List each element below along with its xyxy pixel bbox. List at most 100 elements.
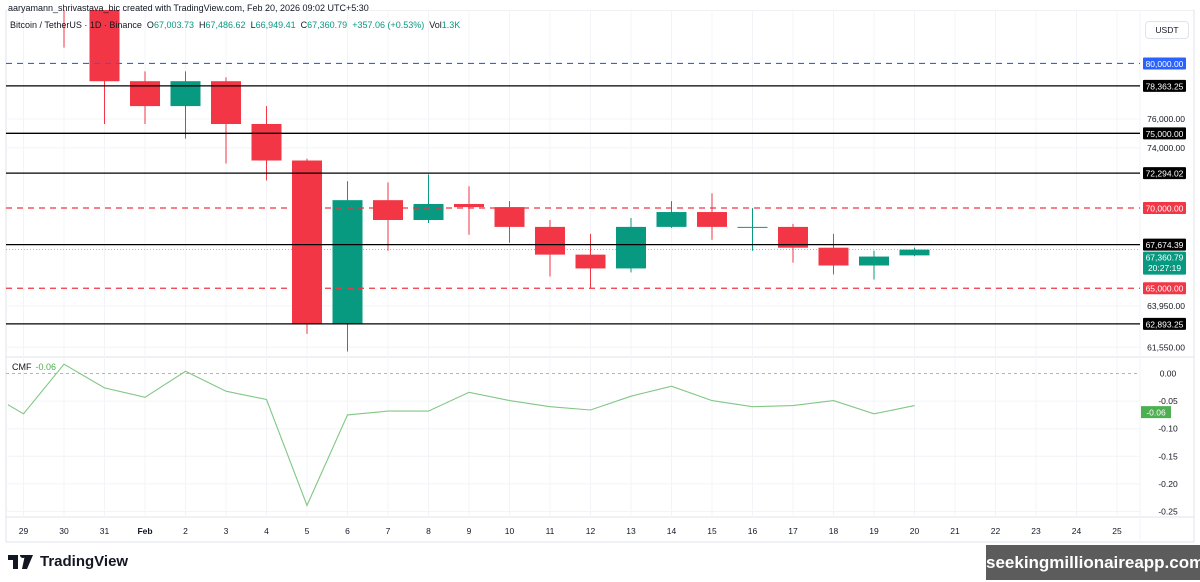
cmf-value-label: -0.06 — [1146, 408, 1166, 418]
candle-body — [89, 9, 120, 82]
candle — [737, 208, 768, 251]
candle — [899, 247, 930, 257]
candle — [89, 0, 120, 124]
open-value: 67,003.73 — [153, 20, 194, 30]
time-tick-label: 10 — [505, 526, 515, 536]
candle-body — [859, 256, 889, 266]
cmf-tick-label: -0.05 — [1158, 396, 1178, 406]
time-tick-label: 2 — [183, 526, 188, 536]
close-label: C — [300, 20, 308, 30]
candle — [130, 71, 160, 124]
price-level-label: 78,363.25 — [1146, 81, 1184, 91]
time-tick-label: 31 — [100, 526, 110, 536]
time-tick-label: 5 — [305, 526, 310, 536]
vol-value: 1.3K — [441, 20, 461, 30]
cmf-value: -0.06 — [35, 362, 57, 372]
time-tick-label: 3 — [224, 526, 229, 536]
symbol-legend: Bitcoin / TetherUS · 1D · Binance O67,00… — [10, 20, 460, 30]
cmf-tick-label: -0.10 — [1158, 424, 1178, 434]
last-price-badge — [1143, 251, 1186, 275]
candles — [49, 0, 930, 352]
price-level-badge — [1143, 282, 1186, 295]
cmf-legend[interactable]: CMF -0.06 — [12, 362, 56, 372]
price-level-label: 70,000.00 — [1146, 204, 1184, 214]
price-tick-label: 76,000.00 — [1147, 114, 1185, 124]
low-value: 66,949.41 — [255, 20, 296, 30]
price-tick-label: 74,000.00 — [1147, 143, 1185, 153]
cmf-line — [8, 363, 915, 507]
tradingview-logo-icon — [8, 554, 33, 569]
tradingview-logo[interactable]: TradingView — [8, 553, 128, 570]
change-value: +357.06 (+0.53%) — [352, 20, 425, 30]
candle — [535, 219, 565, 277]
tradingview-wordmark: TradingView — [40, 553, 129, 570]
price-level-badge — [1143, 317, 1186, 330]
candle — [413, 174, 444, 223]
candle-body — [170, 81, 201, 107]
candle — [656, 201, 687, 228]
candle-body — [575, 254, 606, 269]
candle-body — [494, 207, 525, 227]
time-tick-label: 14 — [667, 526, 677, 536]
high-value: 67,486.62 — [205, 20, 246, 30]
time-tick-label: 23 — [1031, 526, 1041, 536]
watermark: seekingmillionaireapp.com — [986, 545, 1200, 580]
time-tick-label: 11 — [546, 526, 555, 536]
candle-body — [373, 200, 403, 220]
candle-body — [697, 212, 727, 227]
attribution: aaryamann_shrivastava_bic created with T… — [8, 3, 369, 13]
time-tick-label: 4 — [264, 526, 269, 536]
open-label: O — [146, 20, 154, 30]
candle — [251, 106, 282, 181]
candle-body — [535, 226, 565, 255]
time-tick-label: 9 — [467, 526, 472, 536]
candle — [170, 71, 201, 139]
symbol-name[interactable]: Bitcoin / TetherUS · 1D · Binance — [10, 20, 142, 30]
time-tick-label: 6 — [345, 526, 350, 536]
price-level-label: 72,294.02 — [1146, 169, 1184, 179]
candle — [332, 181, 363, 352]
time-tick-label: 16 — [748, 526, 758, 536]
time-tick-label: 8 — [426, 526, 431, 536]
candle — [211, 77, 241, 164]
high-label: H — [199, 20, 206, 30]
time-tick-label: 20 — [910, 526, 920, 536]
candle-body — [413, 204, 444, 220]
candle — [697, 193, 727, 240]
price-level-label: 62,893.25 — [1146, 319, 1184, 329]
candle-body — [454, 204, 484, 208]
price-level-label: 67,674.39 — [1146, 240, 1184, 250]
candle-body — [292, 160, 322, 324]
time-tick-label: 15 — [707, 526, 717, 536]
vol-label: Vol — [429, 20, 442, 30]
candle-body — [778, 226, 808, 248]
time-tick-label: Feb — [137, 526, 152, 536]
candle-body — [211, 81, 241, 124]
currency-button[interactable]: USDT — [1145, 21, 1189, 39]
time-tick-label: 19 — [869, 526, 879, 536]
candle-body — [656, 212, 687, 227]
time-tick-label: 12 — [586, 526, 596, 536]
price-level-label: 65,000.00 — [1146, 284, 1184, 294]
price-level-badge — [1143, 167, 1186, 180]
time-tick-label: 22 — [991, 526, 1001, 536]
countdown-label: 20:27:19 — [1148, 263, 1181, 273]
price-tick-label: 63,950.00 — [1147, 301, 1185, 311]
time-tick-label: 24 — [1072, 526, 1082, 536]
time-tick-label: 21 — [950, 526, 960, 536]
price-level-label: 80,000.00 — [1146, 59, 1184, 69]
candle-body — [899, 249, 930, 256]
cmf-tick-label: -0.25 — [1158, 506, 1178, 516]
price-level-badge — [1143, 238, 1186, 251]
last-price-label: 67,360.79 — [1146, 253, 1184, 263]
candle-body — [130, 81, 160, 107]
candle-body — [737, 226, 768, 228]
candle-body — [616, 226, 646, 269]
cmf-tick-label: 0.00 — [1160, 369, 1177, 379]
price-level-label: 75,000.00 — [1146, 129, 1184, 139]
candle-body — [332, 200, 363, 324]
candle — [454, 186, 484, 235]
candle — [778, 223, 808, 263]
candle — [859, 250, 889, 280]
